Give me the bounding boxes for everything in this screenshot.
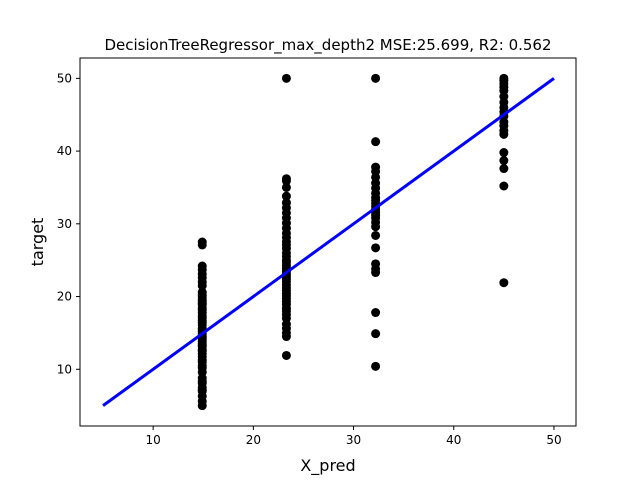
- data-point-2-1: [371, 329, 381, 339]
- data-point-3-18: [499, 73, 509, 83]
- data-point-1-39: [281, 191, 291, 201]
- data-point-1-43: [281, 73, 291, 83]
- data-point-1-0: [281, 350, 291, 360]
- x-tick-label-30: 30: [346, 433, 361, 447]
- chart-title: DecisionTreeRegressor_max_depth2 MSE:25.…: [104, 36, 551, 55]
- data-point-2-0: [371, 361, 381, 371]
- data-point-2-24: [371, 137, 381, 147]
- data-point-1-40: [281, 182, 291, 192]
- y-tick-label-20: 20: [57, 290, 72, 304]
- data-point-2-2: [371, 308, 381, 318]
- fit-line-layer: [102, 77, 555, 407]
- data-point-3-3: [499, 156, 509, 166]
- data-point-3-2: [499, 164, 509, 174]
- reference-line: [102, 77, 555, 407]
- data-point-3-0: [499, 278, 509, 288]
- x-tick-label-20: 20: [246, 433, 261, 447]
- data-point-2-6: [371, 243, 381, 253]
- data-point-2-5: [371, 259, 381, 269]
- data-point-0-49: [197, 261, 207, 271]
- data-point-1-42: [281, 174, 291, 184]
- x-tick-label-40: 40: [446, 433, 461, 447]
- y-tick-label-40: 40: [57, 144, 72, 158]
- y-tick-label-50: 50: [57, 71, 72, 85]
- y-tick-label-30: 30: [57, 217, 72, 231]
- x-tick-label-10: 10: [146, 433, 161, 447]
- data-point-2-23: [371, 162, 381, 172]
- y-axis: 10 20 30 40 50: [57, 71, 80, 376]
- y-tick-label-10: 10: [57, 362, 72, 376]
- points-layer: [197, 73, 509, 411]
- data-point-2-7: [371, 230, 381, 240]
- data-point-0-51: [197, 237, 207, 247]
- x-axis-label: X_pred: [300, 456, 355, 476]
- x-axis: 10 20 30 40 50: [146, 426, 562, 447]
- data-point-3-4: [499, 148, 509, 158]
- data-point-2-25: [371, 73, 381, 83]
- data-point-1-38: [281, 198, 291, 208]
- data-point-0-43: [197, 287, 207, 297]
- data-point-3-1: [499, 181, 509, 191]
- y-axis-label: target: [28, 218, 47, 267]
- x-tick-label-50: 50: [546, 433, 561, 447]
- plot-frame: [79, 57, 577, 427]
